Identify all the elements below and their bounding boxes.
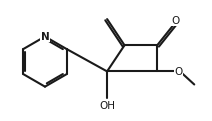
Text: O: O [172,16,180,26]
Text: N: N [41,32,49,42]
Text: OH: OH [99,102,115,111]
Text: O: O [174,68,183,77]
